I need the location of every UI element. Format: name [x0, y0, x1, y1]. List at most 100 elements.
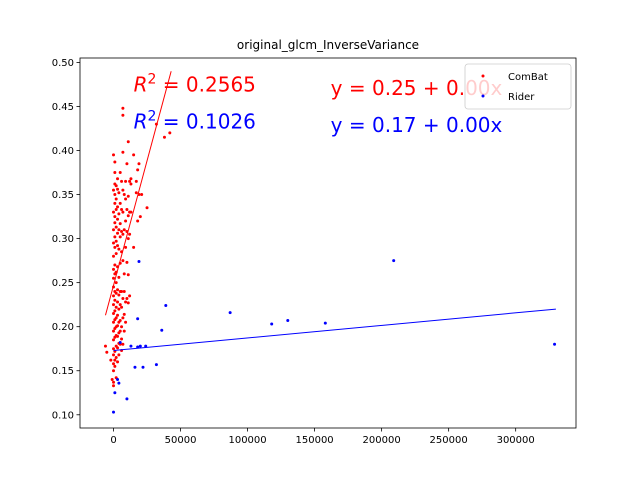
combat-point	[112, 353, 116, 357]
combat-fit-line	[104, 71, 172, 316]
combat-point	[112, 347, 116, 351]
combat-point	[132, 245, 136, 249]
x-tick-label: 200000	[363, 435, 401, 446]
combat-point	[125, 208, 129, 212]
combat-point	[116, 360, 120, 364]
rider-point	[125, 397, 129, 401]
y-tick-label: 0.35	[52, 190, 74, 201]
combat-point	[118, 235, 122, 239]
combat-point	[116, 300, 120, 304]
combat-point	[112, 380, 116, 384]
combat-point	[117, 247, 121, 251]
combat-point	[105, 350, 109, 354]
combat-point	[114, 197, 118, 201]
combat-point	[122, 193, 126, 197]
rider-point	[154, 363, 158, 367]
combat-point	[110, 378, 114, 382]
plot-area: 0 50000 100000 150000 200000 250000 300000 0.10…	[52, 57, 577, 446]
rider-point	[228, 311, 232, 315]
combat-point	[129, 177, 133, 181]
legend-marker-rider	[481, 94, 485, 98]
combat-point	[112, 241, 116, 245]
combat-point	[113, 201, 117, 205]
combat-point	[117, 191, 121, 195]
combat-point	[134, 191, 138, 195]
combat-point	[121, 232, 125, 236]
combat-point	[121, 150, 125, 154]
combat-point	[128, 294, 132, 298]
combat-point	[117, 228, 121, 232]
y-tick-label: 0.50	[52, 58, 74, 69]
combat-point	[112, 210, 116, 214]
combat-point	[112, 294, 116, 298]
rider-point	[270, 322, 274, 326]
combat-point	[121, 210, 125, 214]
combat-point	[117, 307, 121, 311]
rider-point	[141, 365, 145, 369]
combat-point	[116, 334, 120, 338]
rider-point	[144, 344, 148, 348]
combat-r2-annotation: R2 = 0.2565	[134, 71, 256, 96]
y-tick-label: 0.10	[52, 410, 74, 421]
combat-point	[112, 369, 116, 373]
combat-point	[120, 325, 124, 329]
combat-point	[118, 201, 122, 205]
combat-point	[116, 217, 120, 221]
combat-point	[126, 194, 130, 198]
combat-point	[113, 245, 117, 249]
data-layer	[103, 71, 557, 414]
combat-point	[117, 212, 121, 216]
x-tick-label: 300000	[497, 435, 535, 446]
combat-point	[116, 244, 120, 248]
combat-point	[128, 179, 132, 183]
combat-point	[112, 228, 116, 232]
rider-point	[323, 321, 327, 325]
rider-point	[133, 365, 137, 369]
rider-point	[112, 410, 116, 414]
combat-point	[124, 197, 128, 201]
combat-point	[118, 319, 122, 323]
combat-point	[124, 300, 128, 304]
combat-point	[113, 235, 117, 239]
combat-point	[113, 298, 117, 302]
combat-point	[128, 232, 132, 236]
combat-point	[120, 179, 124, 183]
y-tick-label: 0.30	[52, 234, 74, 245]
combat-point	[134, 179, 138, 183]
combat-point	[118, 329, 122, 333]
rider-r2-annotation: R2 = 0.1026	[134, 108, 256, 133]
combat-point	[121, 106, 125, 110]
combat-point	[116, 187, 120, 191]
combat-point	[114, 208, 118, 212]
legend-box	[464, 63, 572, 110]
combat-point	[126, 140, 130, 144]
combat-point	[132, 153, 136, 157]
combat-point	[120, 289, 124, 293]
combat-point	[122, 228, 126, 232]
combat-point	[120, 305, 124, 309]
rider-point	[164, 304, 168, 308]
combat-point	[114, 291, 118, 295]
rider-point	[116, 378, 120, 382]
combat-point	[136, 219, 140, 223]
combat-point	[112, 384, 116, 388]
combat-point	[122, 272, 126, 276]
combat-point	[121, 297, 125, 300]
combat-point	[121, 188, 125, 192]
rider-point	[113, 391, 117, 395]
combat-point	[116, 177, 120, 181]
combat-point	[112, 153, 116, 157]
combat-point	[114, 305, 118, 309]
combat-point	[121, 113, 125, 117]
combat-point	[168, 131, 172, 135]
legend-marker-combat	[481, 74, 485, 78]
combat-point	[126, 301, 130, 305]
combat-point	[126, 273, 130, 277]
combat-point	[124, 245, 128, 249]
combat-point	[116, 313, 120, 317]
combat-point	[121, 316, 125, 320]
combat-point	[117, 275, 121, 279]
rider-point	[160, 328, 164, 332]
combat-point	[113, 358, 117, 362]
combat-point	[120, 337, 124, 341]
